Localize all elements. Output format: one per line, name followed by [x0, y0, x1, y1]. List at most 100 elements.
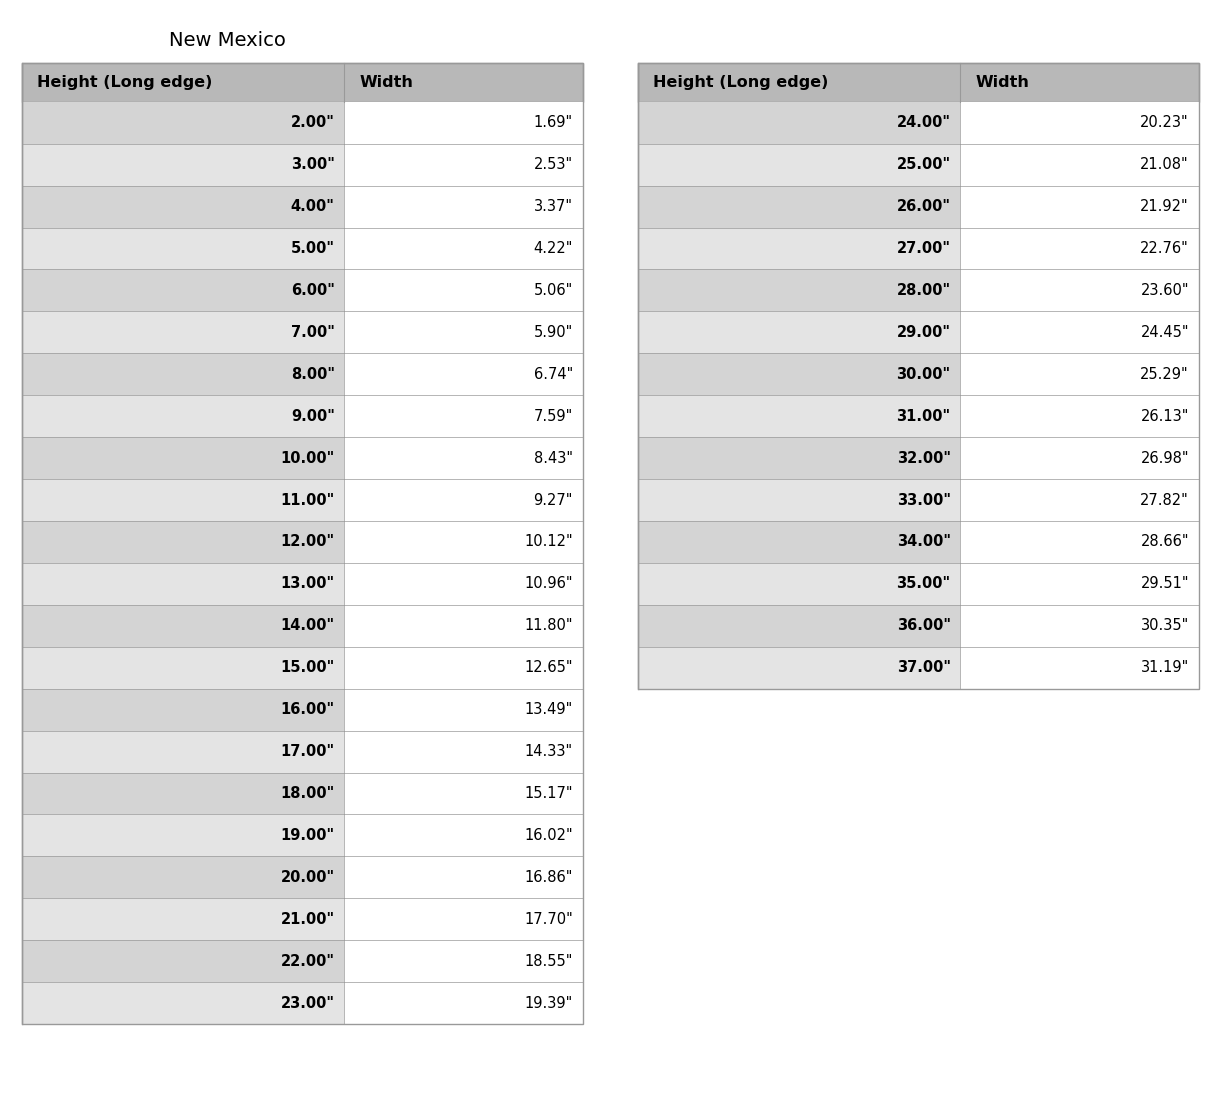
Bar [22, 773, 345, 814]
Bar [22, 102, 345, 144]
Bar [345, 689, 583, 730]
Text: 12.00": 12.00" [281, 534, 335, 549]
Text: 3.00": 3.00" [291, 158, 335, 172]
Bar [345, 186, 583, 228]
Bar [345, 562, 583, 605]
Bar [345, 646, 583, 689]
Bar [345, 353, 583, 395]
Text: 15.00": 15.00" [281, 661, 335, 675]
Text: 14.00": 14.00" [281, 618, 335, 633]
Bar [961, 395, 1199, 437]
Text: 14.33": 14.33" [525, 745, 573, 759]
Text: 11.00": 11.00" [281, 493, 335, 508]
Bar [22, 228, 345, 269]
Text: 23.00": 23.00" [281, 996, 335, 1011]
Bar [345, 311, 583, 353]
Bar [345, 773, 583, 814]
Text: 26.98": 26.98" [1141, 451, 1189, 465]
Bar [961, 521, 1199, 562]
Text: 31.00": 31.00" [897, 409, 951, 424]
Text: 17.00": 17.00" [281, 745, 335, 759]
Bar [638, 395, 961, 437]
Text: 2.00": 2.00" [291, 115, 335, 130]
Bar [22, 395, 345, 437]
Text: 13.49": 13.49" [525, 702, 573, 717]
Text: 10.96": 10.96" [525, 577, 573, 591]
Text: 34.00": 34.00" [897, 534, 951, 549]
Text: 27.82": 27.82" [1140, 493, 1189, 508]
Bar [22, 646, 345, 689]
Text: 11.80": 11.80" [525, 618, 573, 633]
Text: 3.37": 3.37" [533, 199, 573, 214]
Text: 33.00": 33.00" [897, 493, 951, 508]
Bar [22, 521, 345, 562]
Text: 30.35": 30.35" [1141, 618, 1189, 633]
Bar [345, 898, 583, 940]
Bar [22, 269, 345, 311]
Text: 24.00": 24.00" [897, 115, 951, 130]
Text: 19.00": 19.00" [281, 828, 335, 843]
Text: 23.60": 23.60" [1141, 283, 1189, 297]
Bar [345, 856, 583, 898]
Bar [22, 63, 583, 1024]
Text: 21.00": 21.00" [281, 912, 335, 927]
Text: 18.00": 18.00" [281, 786, 335, 800]
Text: 31.19": 31.19" [1141, 661, 1189, 675]
Text: 19.39": 19.39" [525, 996, 573, 1011]
Bar [638, 437, 961, 479]
Bar [961, 353, 1199, 395]
Bar [961, 479, 1199, 521]
Text: 18.55": 18.55" [525, 954, 573, 968]
Bar [961, 186, 1199, 228]
Bar [961, 646, 1199, 689]
Text: New Mexico: New Mexico [170, 31, 286, 50]
Text: 22.00": 22.00" [281, 954, 335, 968]
Text: 6.00": 6.00" [291, 283, 335, 297]
Bar [638, 144, 961, 186]
Text: 20.23": 20.23" [1141, 115, 1189, 130]
Text: 28.66": 28.66" [1141, 534, 1189, 549]
Bar [961, 311, 1199, 353]
Text: 29.00": 29.00" [897, 325, 951, 340]
Text: 29.51": 29.51" [1141, 577, 1189, 591]
Bar [961, 144, 1199, 186]
Text: Height (Long edge): Height (Long edge) [653, 75, 828, 89]
Bar [638, 102, 961, 144]
Bar [22, 898, 345, 940]
Bar [638, 63, 1199, 689]
Text: 12.65": 12.65" [525, 661, 573, 675]
Text: 15.17": 15.17" [525, 786, 573, 800]
Text: 25.00": 25.00" [897, 158, 951, 172]
Text: 5.00": 5.00" [291, 241, 335, 256]
Bar [22, 982, 345, 1024]
Text: 16.00": 16.00" [281, 702, 335, 717]
Bar [638, 63, 1199, 102]
Text: 30.00": 30.00" [897, 367, 951, 381]
Bar [345, 814, 583, 856]
Text: 2.53": 2.53" [533, 158, 573, 172]
Text: 10.12": 10.12" [525, 534, 573, 549]
Bar [345, 605, 583, 646]
Bar [961, 269, 1199, 311]
Text: 4.00": 4.00" [291, 199, 335, 214]
Bar [638, 353, 961, 395]
Text: 9.00": 9.00" [291, 409, 335, 424]
Text: 22.76": 22.76" [1140, 241, 1189, 256]
Bar [345, 730, 583, 773]
Text: 37.00": 37.00" [897, 661, 951, 675]
Bar [345, 144, 583, 186]
Bar [22, 689, 345, 730]
Text: 9.27": 9.27" [533, 493, 573, 508]
Bar [22, 605, 345, 646]
Bar [22, 311, 345, 353]
Text: 36.00": 36.00" [897, 618, 951, 633]
Bar [22, 856, 345, 898]
Bar [345, 269, 583, 311]
Text: 16.02": 16.02" [525, 828, 573, 843]
Bar [22, 562, 345, 605]
Text: 5.06": 5.06" [533, 283, 573, 297]
Bar [345, 395, 583, 437]
Text: 16.86": 16.86" [525, 870, 573, 884]
Text: 6.74": 6.74" [533, 367, 573, 381]
Text: 26.00": 26.00" [897, 199, 951, 214]
